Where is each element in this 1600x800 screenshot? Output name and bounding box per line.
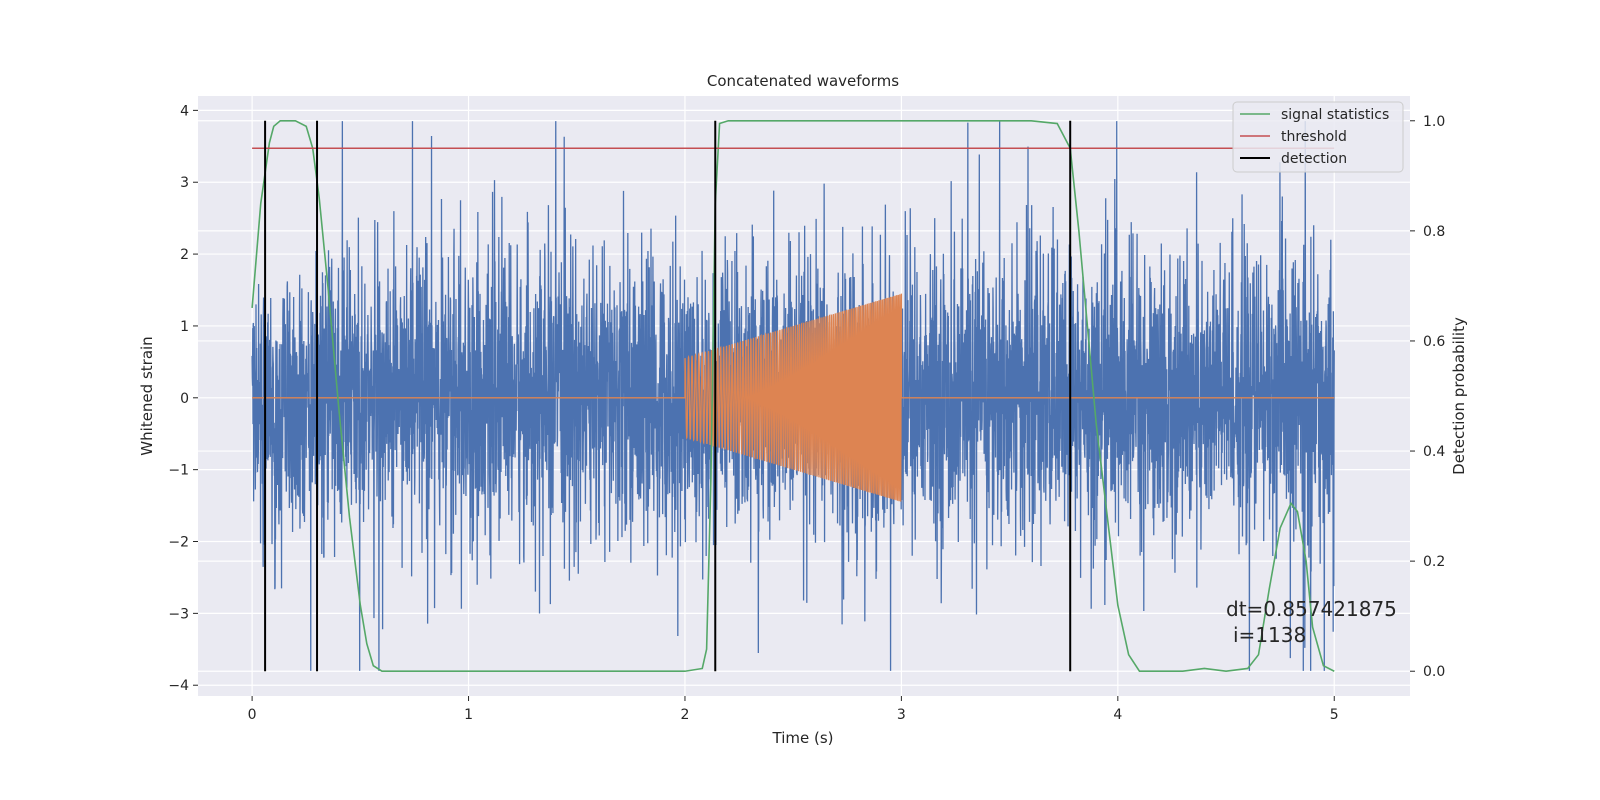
y-axis-label: Whitened strain [138, 336, 156, 455]
x-tick-label: 0 [248, 707, 257, 723]
y2-tick-label: 1.0 [1423, 114, 1445, 130]
legend: signal statistics threshold detection [1232, 101, 1404, 173]
y-tick-label: −2 [168, 535, 189, 551]
y-tick-label: 2 [180, 247, 189, 263]
legend-box [1232, 101, 1404, 173]
y2-axis-label: Detection probability [1450, 317, 1468, 475]
y-tick-label: −1 [168, 463, 189, 479]
legend-threshold-label: threshold [1281, 129, 1347, 145]
annotation-dt: dt=0.857421875 [1226, 597, 1397, 621]
x-tick-label: 2 [681, 707, 690, 723]
legend-detection-label: detection [1281, 151, 1347, 167]
y-tick-label: −4 [168, 678, 189, 694]
plot-area [251, 119, 1335, 673]
strain-series-line [251, 121, 1335, 671]
y-tick-label: 1 [180, 319, 189, 335]
x-tick-label: 4 [1113, 707, 1122, 723]
x-axis-ticks: 0 1 2 3 4 5 [248, 696, 1339, 723]
y-tick-label: −3 [168, 606, 189, 622]
annotation-i: i=1138 [1233, 623, 1306, 647]
legend-signal-statistics-label: signal statistics [1281, 107, 1389, 123]
x-tick-label: 1 [464, 707, 473, 723]
x-axis-label: Time (s) [772, 729, 834, 747]
y-tick-label: 3 [180, 175, 189, 191]
y2-tick-label: 0.4 [1423, 444, 1445, 460]
y2-tick-label: 0.8 [1423, 224, 1445, 240]
chirp-series-line [252, 293, 1335, 502]
y-tick-label: 4 [180, 103, 189, 119]
y2-tick-label: 0.0 [1423, 664, 1445, 680]
y2-tick-label: 0.2 [1423, 554, 1445, 570]
x-tick-label: 5 [1330, 707, 1339, 723]
y-axis-ticks: −4 −3 −2 −1 0 1 2 3 4 [168, 103, 198, 694]
y-tick-label: 0 [180, 391, 189, 407]
y2-axis-ticks: 0.0 0.2 0.4 0.6 0.8 1.0 [1410, 114, 1445, 680]
x-tick-label: 3 [897, 707, 906, 723]
chart-title: Concatenated waveforms [707, 72, 899, 90]
y2-tick-label: 0.6 [1423, 334, 1445, 350]
detection-lines [264, 120, 1072, 672]
